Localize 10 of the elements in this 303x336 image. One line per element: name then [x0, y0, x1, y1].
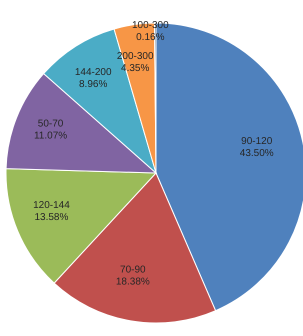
data-label: 8.96%	[79, 78, 108, 90]
slice-label: 144-200	[74, 66, 112, 78]
slice-label: 50-70	[38, 118, 64, 130]
slice-label: 120-144	[33, 200, 70, 211]
data-label: 11.07%	[34, 130, 68, 142]
data-label: 18.38%	[116, 276, 150, 288]
slice-label: 90-120	[241, 136, 273, 148]
slice-label: 70-90	[120, 264, 146, 276]
data-label: 43.50%	[240, 148, 274, 160]
data-label: 13.58%	[34, 212, 68, 223]
